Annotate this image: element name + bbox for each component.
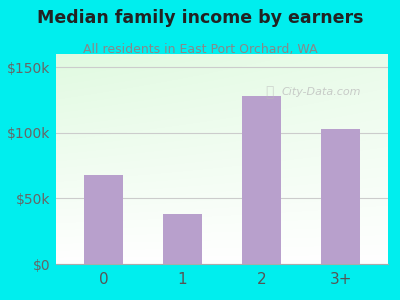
Text: Median family income by earners: Median family income by earners [37, 9, 363, 27]
Bar [163, 214, 202, 264]
Bar [242, 96, 281, 264]
Text: City-Data.com: City-Data.com [282, 87, 361, 97]
Bar [321, 129, 360, 264]
Text: ⓘ: ⓘ [265, 85, 274, 99]
Bar [84, 175, 123, 264]
Text: All residents in East Port Orchard, WA: All residents in East Port Orchard, WA [83, 44, 317, 56]
